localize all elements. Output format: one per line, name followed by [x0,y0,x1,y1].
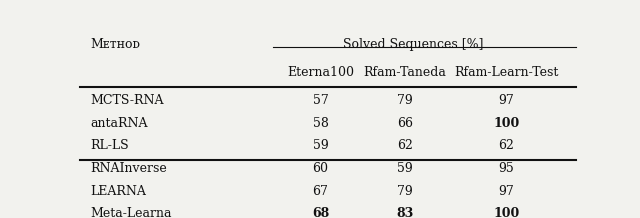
Text: LEARNA: LEARNA [90,185,146,198]
Text: 67: 67 [312,185,328,198]
Text: 100: 100 [493,208,520,218]
Text: 60: 60 [312,162,328,175]
Text: antaRNA: antaRNA [90,117,147,130]
Text: Solved Sequences [%]: Solved Sequences [%] [343,38,484,51]
Text: MCTS-RNA: MCTS-RNA [90,94,163,107]
Text: 62: 62 [397,140,413,152]
Text: RL-LS: RL-LS [90,140,129,152]
Text: Eterna100: Eterna100 [287,66,354,79]
Text: 68: 68 [312,208,329,218]
Text: 95: 95 [499,162,515,175]
Text: 59: 59 [313,140,328,152]
Text: 59: 59 [397,162,413,175]
Text: 97: 97 [499,94,515,107]
Text: 66: 66 [397,117,413,130]
Text: 62: 62 [499,140,515,152]
Text: Rfam-Learn-Test: Rfam-Learn-Test [454,66,559,79]
Text: Mᴇᴛʜᴏᴅ: Mᴇᴛʜᴏᴅ [90,38,140,51]
Text: 100: 100 [493,117,520,130]
Text: RNAInverse: RNAInverse [90,162,166,175]
Text: 97: 97 [499,185,515,198]
Text: Meta-Learna: Meta-Learna [90,208,172,218]
Text: Rfam-Taneda: Rfam-Taneda [364,66,446,79]
Text: 79: 79 [397,185,413,198]
Text: 83: 83 [396,208,413,218]
Text: 58: 58 [312,117,328,130]
Text: 57: 57 [313,94,328,107]
Text: 79: 79 [397,94,413,107]
